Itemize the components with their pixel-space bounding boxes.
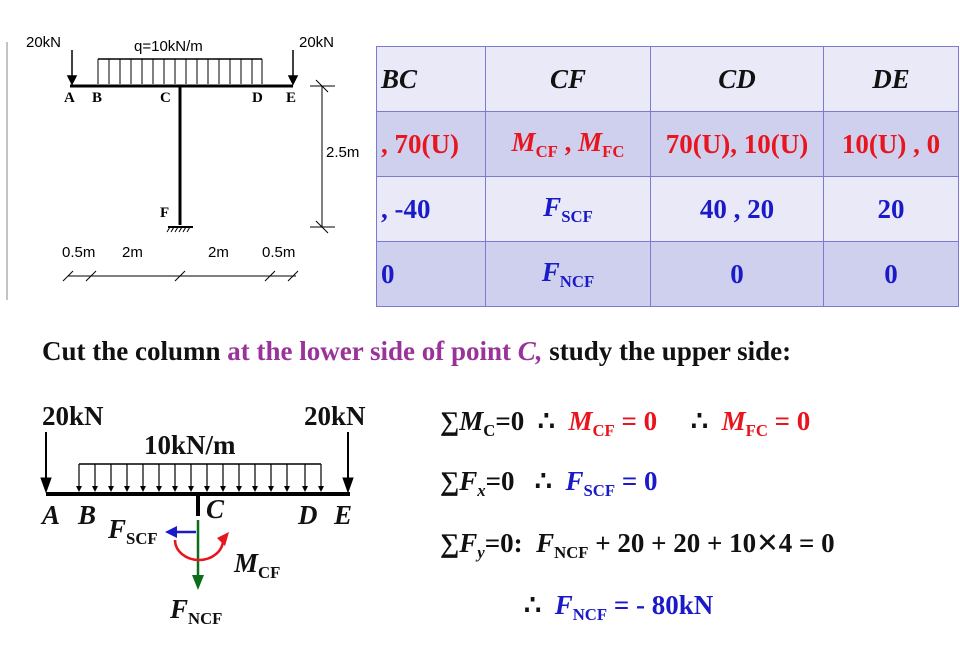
cell-de-normal: 0 (823, 241, 959, 307)
header-cd: CD (650, 46, 824, 112)
equation-result: ∴ FNCF = - 80kN (524, 590, 714, 624)
table-row: , -40 FSCF 40 , 20 20 (376, 176, 959, 242)
cell-cf-normal: FNCF (485, 241, 651, 307)
free-body-diagram (40, 432, 354, 590)
cell-cf-moment: MCF , MFC (485, 111, 651, 177)
fbd-moment-label: MCF (234, 548, 281, 582)
table-header-row: BC CF CD DE (376, 46, 959, 112)
section-title: Cut the column at the lower side of poin… (42, 336, 792, 366)
table-row: 0 FNCF 0 0 (376, 241, 959, 307)
cell-cd-moment: 70(U), 10(U) (650, 111, 824, 177)
header-cf: CF (485, 46, 651, 112)
equation-horizontal: ∑Fx=0 ∴ FSCF = 0 (440, 466, 658, 500)
cell-bc-shear: , -40 (376, 176, 486, 242)
frame-label-e: E (286, 90, 297, 106)
frame-load-left: 20kN (26, 34, 62, 51)
fbd-normal-label: FNCF (170, 594, 223, 628)
equation-vertical: ∑Fy=0: FNCF + 20 + 20 + 10✕4 = 0 (440, 528, 835, 562)
cell-de-shear: 20 (823, 176, 959, 242)
frame-dim-2: 2m (122, 244, 143, 261)
header-de: DE (823, 46, 959, 112)
frame-dim-1: 0.5m (62, 244, 96, 261)
fbd-label-b: B (78, 500, 97, 530)
table-row: , 70(U) MCF , MFC 70(U), 10(U) 10(U) , 0 (376, 111, 959, 177)
equation-moment: ∑MC=0 ∴ MCF = 0 ∴ MFC = 0 (440, 406, 811, 440)
fbd-distributed-load: 10kN/m (144, 430, 236, 460)
cell-de-moment: 10(U) , 0 (823, 111, 959, 177)
fbd-label-d: D (298, 500, 318, 530)
frame-dim-4: 0.5m (262, 244, 296, 261)
fbd-label-a: A (42, 500, 61, 530)
frame-label-b: B (92, 90, 103, 106)
frame-label-f: F (160, 205, 170, 221)
fbd-shear-label: FSCF (108, 514, 158, 548)
frame-label-c: C (160, 90, 171, 106)
fbd-load-left: 20kN (42, 401, 104, 431)
frame-load-right: 20kN (299, 34, 335, 51)
frame-distributed-load: q=10kN/m (134, 38, 203, 55)
internal-force-table: BC CF CD DE , 70(U) MCF , MFC 70(U), 10(… (376, 46, 959, 307)
fbd-label-c: C (206, 494, 225, 524)
cell-cf-shear: FSCF (485, 176, 651, 242)
fbd-label-e: E (334, 500, 353, 530)
cell-bc-normal: 0 (376, 241, 486, 307)
cell-bc-moment: , 70(U) (376, 111, 486, 177)
frame-dim-3: 2m (208, 244, 229, 261)
frame-label-a: A (64, 90, 75, 106)
cell-cd-normal: 0 (650, 241, 824, 307)
fbd-load-right: 20kN (304, 401, 366, 431)
frame-height-dim: 2.5m (326, 144, 360, 161)
frame-diagram (6, 42, 335, 300)
cell-cd-shear: 40 , 20 (650, 176, 824, 242)
header-bc: BC (376, 46, 486, 112)
frame-label-d: D (252, 90, 263, 106)
